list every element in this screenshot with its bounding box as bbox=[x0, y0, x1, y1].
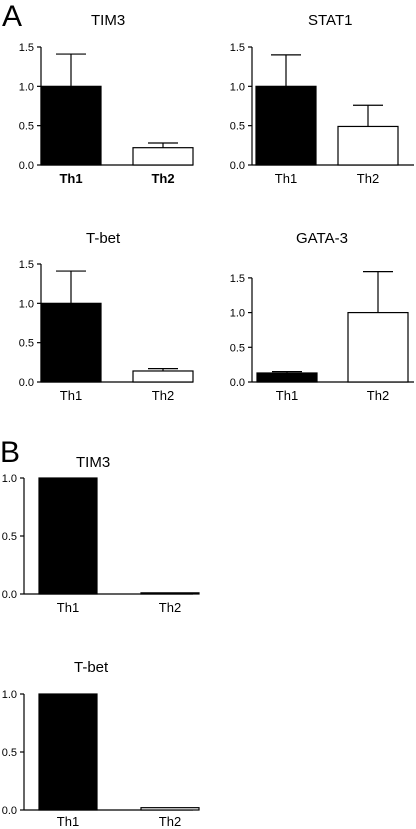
chart-title: TIM3 bbox=[76, 454, 110, 471]
y-tick-label: 0.0 bbox=[2, 805, 17, 817]
bar-th1 bbox=[255, 85, 317, 166]
category-label-th1: Th1 bbox=[57, 814, 79, 829]
y-tick-label: 0.5 bbox=[2, 747, 17, 759]
category-label-th1: Th1 bbox=[60, 388, 82, 403]
y-tick-label: 1.5 bbox=[230, 42, 245, 54]
bar-th1 bbox=[40, 85, 102, 166]
bar-th1 bbox=[256, 372, 318, 383]
chart-gata3-panel-a: GATA-3 0.0 0.5 1.0 1.5 Th1 Th2 bbox=[230, 230, 414, 403]
chart-title: STAT1 bbox=[308, 12, 352, 29]
category-label-th2: Th2 bbox=[367, 388, 389, 403]
chart-title: TIM3 bbox=[91, 12, 125, 29]
chart-title: T-bet bbox=[74, 659, 109, 676]
bar-th2 bbox=[132, 147, 194, 166]
y-tick-label: 1.5 bbox=[19, 42, 34, 54]
y-tick-label: 1.0 bbox=[230, 81, 245, 93]
chart-stat1-panel-a: STAT1 0.0 0.5 1.0 1.5 Th1 Th2 bbox=[230, 12, 414, 186]
y-tick-label: 0.0 bbox=[19, 160, 34, 172]
category-label-th2: Th2 bbox=[152, 388, 174, 403]
bar-th2 bbox=[347, 311, 409, 383]
bar-th1 bbox=[38, 693, 98, 811]
y-tick-label: 0.0 bbox=[230, 377, 245, 389]
y-tick-label: 0.5 bbox=[19, 338, 34, 350]
chart-title: GATA-3 bbox=[296, 230, 348, 247]
chart-tbet-panel-b: T-bet 0.0 0.5 1.0 Th1 Th2 bbox=[2, 659, 200, 829]
y-tick-label: 0.5 bbox=[19, 121, 34, 133]
y-tick-label: 0.5 bbox=[2, 531, 17, 543]
y-tick-label: 1.0 bbox=[230, 308, 245, 320]
y-tick-label: 0.0 bbox=[230, 160, 245, 172]
bar-th1 bbox=[40, 302, 102, 383]
y-tick-label: 0.5 bbox=[230, 342, 245, 354]
category-label-th2: Th2 bbox=[159, 814, 181, 829]
y-tick-label: 0.5 bbox=[230, 121, 245, 133]
panel-letter-b: B bbox=[0, 436, 20, 469]
bar-th2 bbox=[140, 592, 200, 595]
chart-tbet-panel-a: T-bet 0.0 0.5 1.0 1.5 Th1 Th2 bbox=[19, 230, 194, 403]
y-tick-label: 1.0 bbox=[19, 298, 34, 310]
y-tick-label: 1.0 bbox=[2, 473, 17, 485]
y-tick-label: 0.0 bbox=[2, 589, 17, 601]
y-tick-label: 0.0 bbox=[19, 377, 34, 389]
bar-th2 bbox=[337, 125, 399, 166]
category-label-th2: Th2 bbox=[159, 600, 181, 615]
category-label-th2: Th2 bbox=[151, 171, 174, 186]
category-label-th2: Th2 bbox=[357, 171, 379, 186]
bar-th2 bbox=[140, 807, 200, 811]
bar-th1 bbox=[38, 477, 98, 595]
category-label-th1: Th1 bbox=[276, 388, 298, 403]
panel-letter-a: A bbox=[2, 0, 22, 33]
y-tick-label: 1.5 bbox=[230, 273, 245, 285]
category-label-th1: Th1 bbox=[59, 171, 82, 186]
chart-tim3-panel-a: TIM3 0.0 0.5 1.0 1.5 Th1 Th2 bbox=[19, 12, 194, 186]
bar-th2 bbox=[132, 370, 194, 383]
y-tick-label: 1.5 bbox=[19, 259, 34, 271]
category-label-th1: Th1 bbox=[57, 600, 79, 615]
chart-title: T-bet bbox=[86, 230, 121, 247]
chart-tim3-panel-b: TIM3 0.0 0.5 1.0 Th1 Th2 bbox=[2, 454, 200, 615]
y-tick-label: 1.0 bbox=[19, 81, 34, 93]
y-tick-label: 1.0 bbox=[2, 689, 17, 701]
category-label-th1: Th1 bbox=[275, 171, 297, 186]
